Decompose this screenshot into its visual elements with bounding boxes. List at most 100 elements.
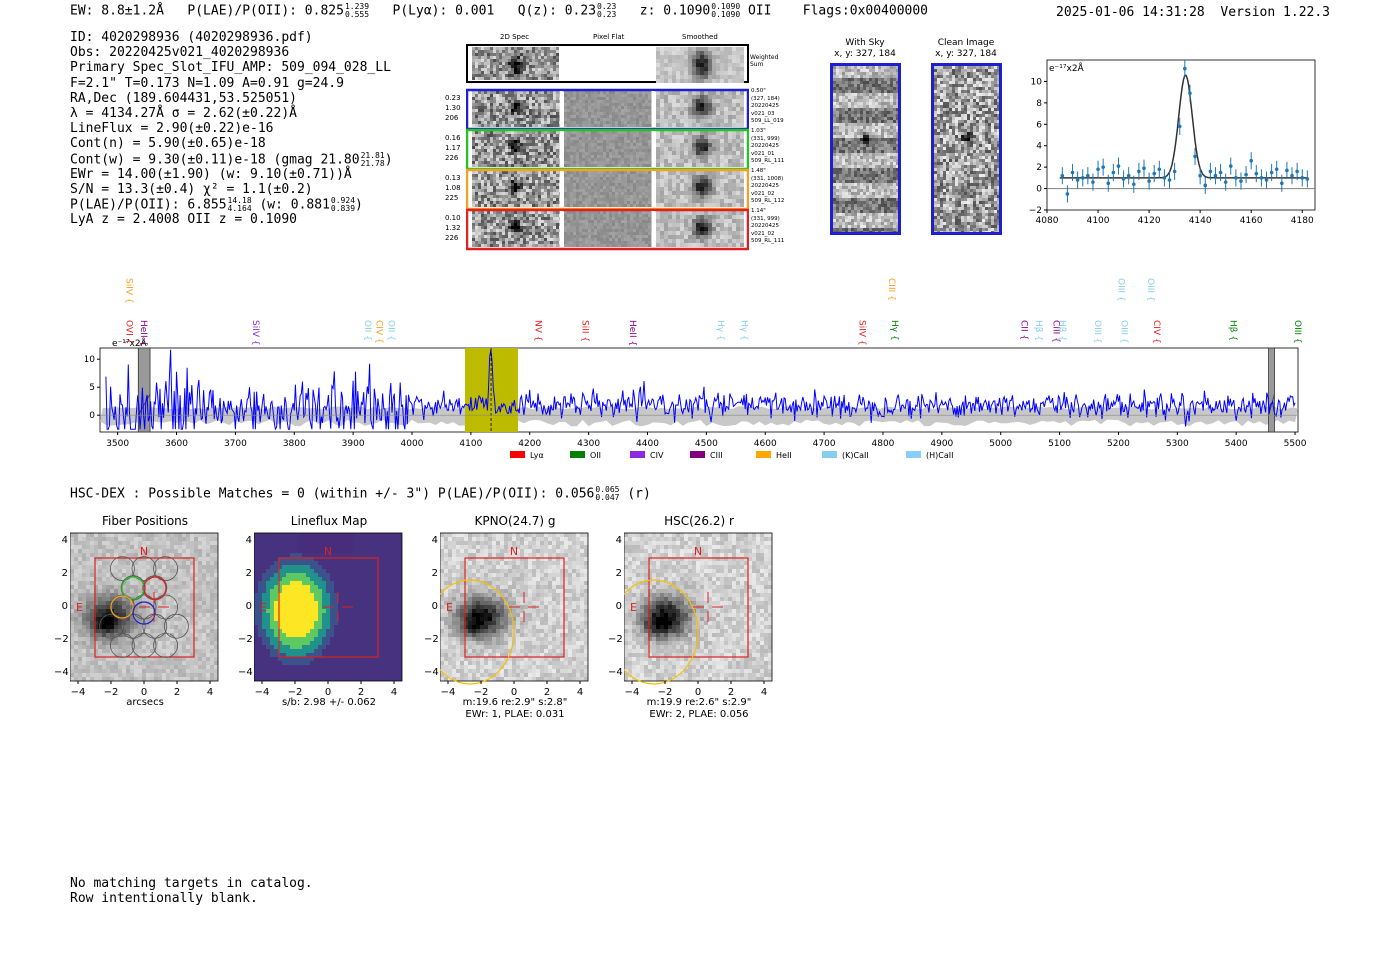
pixel xyxy=(591,186,594,189)
pixel xyxy=(633,229,636,232)
pixel xyxy=(570,121,573,124)
pixel xyxy=(630,174,633,177)
pixel xyxy=(656,119,660,123)
pixel xyxy=(526,140,529,143)
pixel xyxy=(860,117,863,120)
pixel xyxy=(505,195,508,198)
pixel xyxy=(642,235,645,238)
pixel xyxy=(556,189,559,192)
pixel xyxy=(535,229,538,232)
pixel xyxy=(609,112,612,115)
pixel xyxy=(732,211,736,215)
pixel xyxy=(636,217,639,220)
pixel xyxy=(502,238,505,241)
pixel xyxy=(688,163,692,167)
pixel xyxy=(517,146,520,149)
pixel xyxy=(490,56,493,59)
pixel xyxy=(573,121,576,124)
pixel xyxy=(600,180,603,183)
pixel xyxy=(645,174,648,177)
pixel xyxy=(633,134,636,137)
pixel xyxy=(866,72,869,75)
pixel xyxy=(656,215,660,219)
pixel xyxy=(692,103,696,107)
pixel xyxy=(579,232,582,235)
pixel xyxy=(708,63,712,67)
pixel xyxy=(505,223,508,226)
pixel xyxy=(692,147,696,151)
pixel xyxy=(591,195,594,198)
pixel xyxy=(612,174,615,177)
pixel xyxy=(532,131,535,134)
pixel xyxy=(505,186,508,189)
pixel xyxy=(881,78,884,81)
pixel xyxy=(532,192,535,195)
pixel xyxy=(573,106,576,109)
pixel xyxy=(553,204,556,207)
pixel xyxy=(642,158,645,161)
pixel xyxy=(502,140,505,143)
pixel xyxy=(570,109,573,112)
pixel xyxy=(570,146,573,149)
pixel xyxy=(720,215,724,219)
pixel xyxy=(660,235,664,239)
pixel xyxy=(621,106,624,109)
pixel xyxy=(564,115,567,118)
pixel xyxy=(585,112,588,115)
pixel xyxy=(523,174,526,177)
pixel xyxy=(664,119,668,123)
pixel xyxy=(700,103,704,107)
pixel xyxy=(529,140,532,143)
pixel xyxy=(526,131,529,134)
pixel xyxy=(740,155,744,159)
pixel xyxy=(648,112,651,115)
pixel xyxy=(633,152,636,155)
pixel xyxy=(487,106,490,109)
pixel xyxy=(502,217,505,220)
pixel xyxy=(505,229,508,232)
pixel xyxy=(514,71,517,74)
pixel xyxy=(493,186,496,189)
pixel xyxy=(603,232,606,235)
pixel xyxy=(541,112,544,115)
pixel xyxy=(700,223,704,227)
pixel xyxy=(594,149,597,152)
pixel xyxy=(564,201,567,204)
pixel xyxy=(627,143,630,146)
pixel xyxy=(621,189,624,192)
pixel xyxy=(481,71,484,74)
pixel xyxy=(648,183,651,186)
pixel xyxy=(493,97,496,100)
pixel xyxy=(573,201,576,204)
pixel xyxy=(875,114,878,117)
pixel xyxy=(660,183,664,187)
pixel xyxy=(684,187,688,191)
pixel xyxy=(567,106,570,109)
pixel xyxy=(887,126,890,129)
pixel xyxy=(564,143,567,146)
pixel xyxy=(684,211,688,215)
pixel xyxy=(736,47,740,51)
pixel xyxy=(660,151,664,155)
pixel xyxy=(857,114,860,117)
pixel xyxy=(833,84,836,87)
pixel xyxy=(597,232,600,235)
pixel xyxy=(553,68,556,71)
pixel xyxy=(585,217,588,220)
pixel xyxy=(664,63,668,67)
pixel xyxy=(553,177,556,180)
pixel xyxy=(505,131,508,134)
pixel xyxy=(541,106,544,109)
pixel xyxy=(496,146,499,149)
pixel xyxy=(612,137,615,140)
pixel xyxy=(582,241,585,244)
pixel xyxy=(887,90,890,93)
pixel xyxy=(532,164,535,167)
pixel xyxy=(664,51,668,55)
pixel xyxy=(630,109,633,112)
pixel xyxy=(860,147,863,150)
pixel xyxy=(585,124,588,127)
pixel xyxy=(609,241,612,244)
pixel xyxy=(478,192,481,195)
pixel xyxy=(728,95,732,99)
